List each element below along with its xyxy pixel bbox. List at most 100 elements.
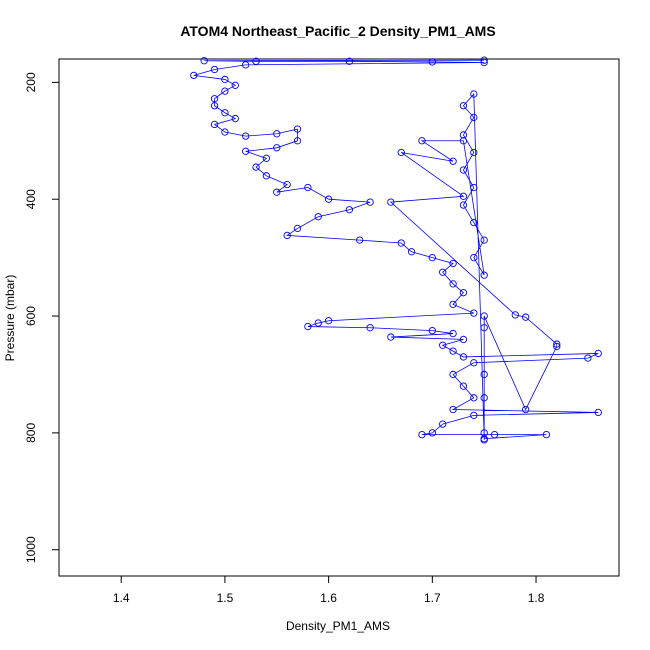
data-point: [418, 137, 426, 145]
x-tick-label: 1.8: [528, 591, 545, 605]
data-point: [459, 192, 468, 200]
data-point: [470, 113, 478, 122]
data-point: [490, 430, 499, 439]
data-point: [387, 198, 395, 206]
data-point: [314, 213, 322, 221]
data-point: [449, 280, 457, 288]
data-point: [439, 268, 447, 276]
x-tick-label: 1.4: [113, 591, 130, 605]
data-point: [480, 429, 488, 437]
x-axis-label: Density_PM1_AMS: [286, 619, 390, 633]
y-tick-label: 800: [24, 423, 38, 443]
data-point: [459, 353, 468, 361]
data-point: [407, 248, 416, 256]
data-point: [449, 347, 457, 355]
data-point: [439, 420, 447, 428]
data-point: [459, 382, 468, 390]
data-point: [480, 436, 488, 444]
data-point: [428, 58, 436, 66]
data-point: [459, 137, 468, 145]
data-point: [459, 289, 468, 297]
data-point: [480, 312, 488, 320]
data-point: [449, 157, 457, 165]
plot-layer: [190, 56, 602, 444]
data-point: [242, 147, 250, 155]
data-point: [511, 311, 519, 319]
y-tick-label: 200: [24, 72, 38, 92]
data-point: [345, 206, 354, 214]
series-line: [193, 59, 599, 440]
data-point: [273, 130, 281, 138]
data-point: [480, 58, 488, 67]
data-point: [345, 57, 354, 65]
data-point: [470, 359, 478, 367]
data-point: [293, 224, 302, 233]
data-point: [439, 341, 447, 349]
y-tick-label: 400: [24, 189, 38, 209]
data-point: [324, 317, 333, 325]
data-point: [449, 329, 457, 338]
data-point: [418, 430, 426, 439]
data-point: [480, 56, 488, 64]
data-point: [522, 313, 530, 321]
data-point: [221, 75, 229, 84]
data-point: [397, 239, 405, 247]
data-point: [314, 319, 322, 327]
data-point: [221, 109, 229, 117]
data-point: [273, 188, 281, 196]
chart-title: ATOM4 Northeast_Pacific_2 Density_PM1_AM…: [180, 23, 495, 39]
data-point: [262, 172, 271, 180]
data-point: [470, 411, 478, 420]
data-point: [366, 198, 374, 206]
data-point: [252, 163, 260, 171]
data-point: [449, 300, 457, 309]
data-point: [304, 322, 312, 331]
data-point: [304, 183, 312, 192]
data-point: [200, 57, 208, 65]
data-point: [262, 154, 271, 162]
data-point: [273, 144, 281, 152]
data-point: [190, 71, 198, 80]
data-point: [584, 354, 592, 362]
data-point: [449, 405, 457, 414]
data-point: [293, 137, 302, 145]
data-point: [210, 65, 219, 74]
data-point: [242, 61, 250, 69]
data-point: [480, 370, 488, 379]
data-point: [470, 218, 478, 227]
data-point: [553, 342, 561, 351]
data-point: [459, 102, 468, 110]
data-point: [594, 408, 602, 417]
data-point: [231, 114, 239, 123]
data-point: [242, 132, 250, 140]
data-point: [459, 166, 468, 174]
data-point: [397, 148, 405, 157]
data-point: [210, 102, 219, 110]
data-point: [449, 370, 457, 379]
data-point: [221, 128, 229, 136]
data-point: [480, 236, 488, 244]
x-tick-label: 1.7: [424, 591, 441, 605]
data-point: [366, 324, 374, 332]
plot-frame: [58, 58, 620, 577]
data-point: [252, 57, 260, 65]
y-tick-label: 600: [24, 306, 38, 326]
data-point: [459, 131, 468, 139]
data-point: [470, 253, 478, 262]
data-point: [210, 95, 219, 103]
data-point: [221, 87, 229, 95]
data-point: [470, 309, 478, 317]
data-point: [428, 326, 436, 335]
data-point: [428, 253, 436, 262]
data-point: [283, 180, 291, 189]
x-axis: 1.4 1.5 1.6 1.7 1.8: [113, 576, 545, 605]
x-tick-label: 1.6: [320, 591, 337, 605]
y-axis: 200 400 600 800 1000: [24, 72, 59, 563]
data-point: [470, 183, 478, 192]
data-point: [470, 90, 478, 98]
data-point: [542, 430, 551, 439]
data-point: [210, 120, 219, 129]
y-tick-label: 1000: [24, 536, 38, 563]
